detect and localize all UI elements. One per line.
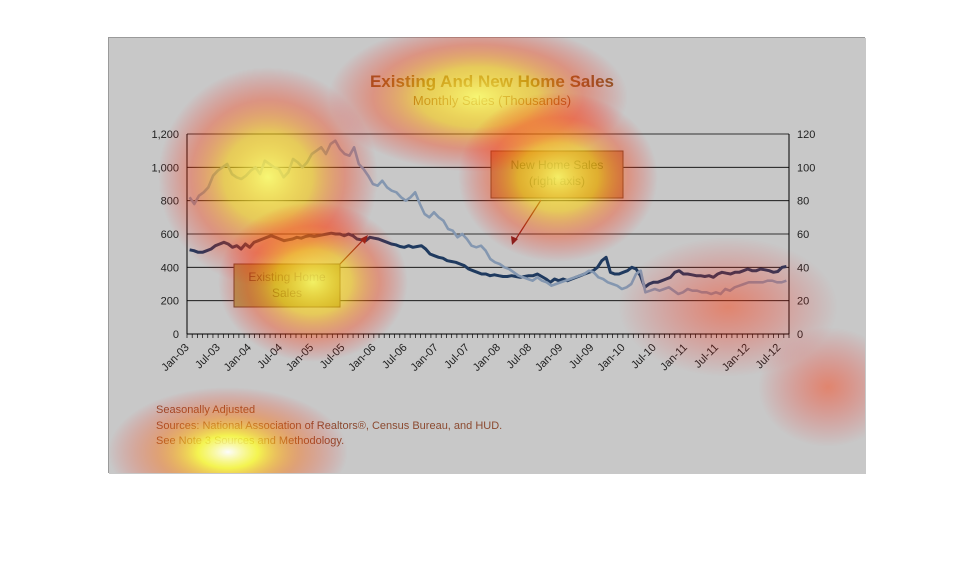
footnote-note: See Note 3 Sources and Methodology.	[156, 435, 344, 447]
chart-subtitle: Monthly Sales (Thousands)	[413, 93, 571, 108]
annotation-new-line2: (right axis)	[529, 174, 585, 188]
y-left-tick-label: 0	[173, 329, 179, 341]
y-left-tick-label: 800	[161, 196, 179, 208]
footnote-seasonally-adjusted: Seasonally Adjusted	[156, 404, 255, 416]
y-right-tick-label: 0	[797, 329, 803, 341]
y-left-tick-label: 600	[161, 229, 179, 241]
y-right-tick-label: 120	[797, 129, 815, 141]
y-right-tick-label: 40	[797, 262, 809, 274]
annotation-new-line1: New Home Sales	[511, 158, 604, 172]
y-right-tick-label: 80	[797, 196, 809, 208]
annotation-existing-line1: Existing Home	[248, 270, 326, 284]
chart-title: Existing And New Home Sales	[370, 72, 614, 91]
y-right-tick-label: 100	[797, 162, 815, 174]
y-right-tick-label: 20	[797, 296, 809, 308]
y-left-tick-label: 1,200	[151, 129, 179, 141]
footnote-sources: Sources: National Association of Realtor…	[156, 420, 502, 432]
y-left-tick-label: 200	[161, 296, 179, 308]
annotation-existing-line2: Sales	[272, 286, 302, 300]
chart-frame: 0 200 400 600 800 1,000 1,200 0 20 40 60 80 100 120 …	[108, 37, 866, 474]
y-right-tick-label: 60	[797, 229, 809, 241]
y-left-tick-label: 400	[161, 262, 179, 274]
y-left-tick-label: 1,000	[151, 162, 179, 174]
